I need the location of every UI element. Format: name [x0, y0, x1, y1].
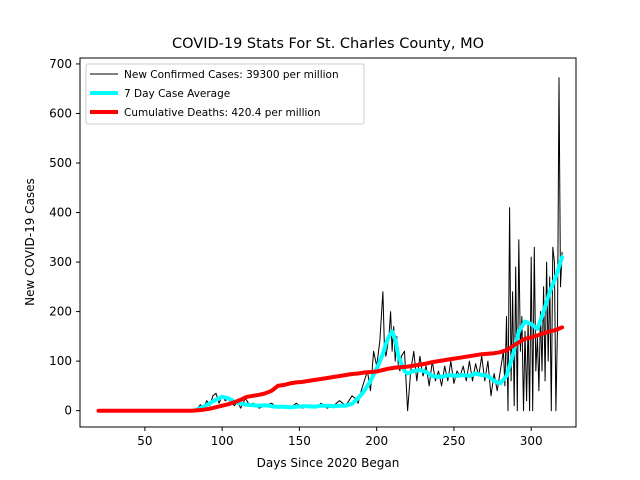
chart-title: COVID-19 Stats For St. Charles County, M… [172, 36, 484, 52]
y-axis-label: New COVID-19 Cases [23, 178, 37, 306]
y-tick-label: 100 [49, 354, 72, 368]
y-axis: 0 100 200 300 400 500 600 700 [49, 57, 80, 418]
series-layer [96, 77, 565, 413]
x-tick-label: 300 [520, 434, 543, 448]
x-tick-label: 150 [288, 434, 311, 448]
legend-entry-label: 7 Day Case Average [124, 88, 230, 100]
y-tick-label: 700 [49, 57, 72, 71]
x-tick-label: 100 [211, 434, 234, 448]
x-tick-label: 200 [365, 434, 388, 448]
legend-entry-label: New Confirmed Cases: 39300 per million [124, 69, 339, 81]
legend: New Confirmed Cases: 39300 per million 7 … [85, 63, 365, 125]
y-tick-label: 400 [49, 206, 72, 220]
cumulative-deaths-line [96, 325, 565, 413]
seven-day-average-line [195, 255, 565, 412]
legend-box [85, 63, 365, 125]
y-tick-label: 600 [49, 106, 72, 120]
y-tick-label: 200 [49, 305, 72, 319]
x-axis: 50 100 150 200 250 300 [137, 427, 543, 448]
legend-entry-label: Cumulative Deaths: 420.4 per million [124, 107, 321, 119]
x-tick-label: 50 [137, 434, 152, 448]
y-tick-label: 0 [64, 404, 72, 418]
x-tick-label: 250 [442, 434, 465, 448]
y-tick-label: 300 [49, 255, 72, 269]
x-axis-label: Days Since 2020 Began [257, 456, 400, 470]
plot-frame [79, 57, 577, 428]
y-tick-label: 500 [49, 156, 72, 170]
